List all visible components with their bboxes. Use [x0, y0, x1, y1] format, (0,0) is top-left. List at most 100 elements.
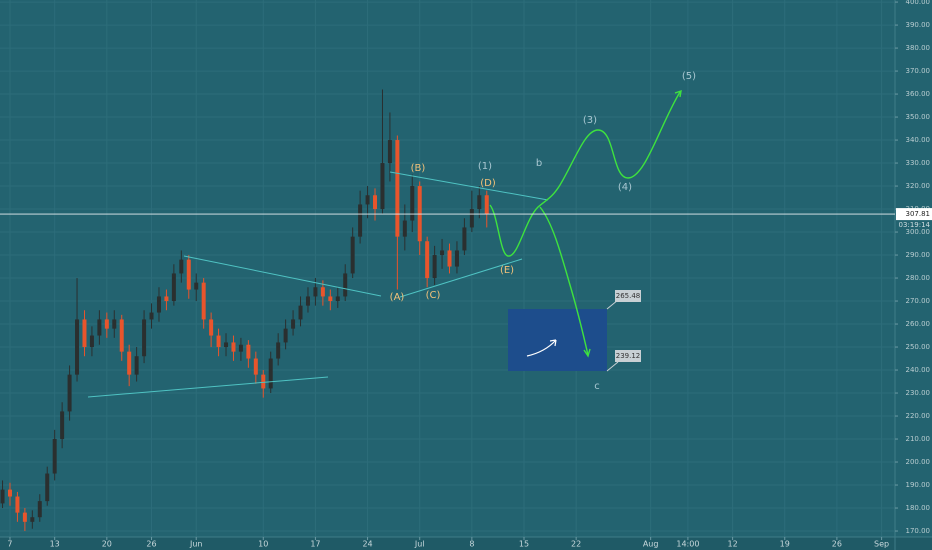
candle-body	[417, 186, 422, 242]
candle-body	[201, 282, 206, 320]
y-tick-label: 300.00	[906, 228, 931, 236]
candle-body	[119, 319, 124, 352]
candle-body	[454, 250, 459, 267]
x-tick-label: Aug	[643, 540, 659, 549]
candle-body	[216, 335, 221, 348]
candle-body	[283, 328, 288, 343]
candle-body	[335, 296, 340, 302]
candle-body	[373, 195, 378, 210]
target-box	[508, 309, 607, 371]
candle-body	[0, 489, 5, 504]
candle-body	[67, 374, 72, 412]
candle-body	[410, 186, 415, 221]
candle-body	[134, 356, 139, 375]
x-tick-label: 7	[7, 540, 12, 549]
y-tick-label: 270.00	[906, 297, 931, 305]
y-tick-label: 170.00	[906, 527, 931, 535]
price-box-label: 239.12	[616, 352, 641, 360]
callout-line	[606, 361, 619, 372]
y-tick-label: 190.00	[906, 481, 931, 489]
projection-down	[539, 206, 589, 356]
candle-body	[246, 344, 251, 359]
y-tick-label: 230.00	[906, 389, 931, 397]
candles	[0, 89, 489, 532]
x-tick-label: Sep	[874, 540, 889, 549]
y-tick-label: 340.00	[906, 136, 931, 144]
x-tick-label: 17	[310, 540, 320, 549]
trend-line	[399, 258, 523, 298]
candle-body	[358, 204, 363, 237]
y-tick-label: 350.00	[906, 113, 931, 121]
trend-line	[183, 255, 382, 297]
candle-body	[395, 140, 400, 237]
candle-body	[261, 374, 266, 389]
grid	[0, 0, 895, 537]
candle-body	[142, 319, 147, 357]
x-tick-label: 19	[780, 540, 790, 549]
price-box-label: 265.48	[616, 292, 641, 300]
wave-label: (4)	[618, 182, 632, 193]
y-tick-label: 260.00	[906, 320, 931, 328]
y-tick-label: 280.00	[906, 274, 931, 282]
y-tick-label: 380.00	[906, 44, 931, 52]
candle-body	[328, 296, 333, 302]
candle-body	[469, 209, 474, 228]
box-arrow-head	[549, 339, 557, 347]
x-tick-label: Jun	[189, 540, 203, 549]
candle-body	[253, 358, 258, 375]
wave-label: c	[594, 381, 600, 392]
y-tick-label: 400.00	[906, 0, 931, 6]
x-tick-label: 10	[258, 540, 268, 549]
last-price-tag	[896, 208, 932, 221]
last-price-label: 307.81	[906, 210, 931, 218]
x-tick-label: 20	[102, 540, 112, 549]
candle-body	[164, 296, 169, 302]
candle-body	[432, 255, 437, 279]
candle-body	[224, 342, 229, 348]
candle-body	[37, 501, 42, 518]
candle-body	[276, 342, 281, 359]
candle-body	[209, 319, 214, 336]
candle-body	[186, 259, 191, 290]
x-tick-label: 15	[519, 540, 529, 549]
projection-arrow	[674, 89, 682, 98]
candle-body	[127, 351, 132, 375]
candle-body	[112, 319, 117, 329]
candle-body	[231, 342, 236, 352]
wave-label: (B)	[411, 163, 426, 174]
y-tick-label: 330.00	[906, 159, 931, 167]
candle-body	[156, 296, 161, 313]
price-box	[615, 350, 641, 362]
projection-arrow	[583, 348, 591, 358]
candle-body	[179, 259, 184, 274]
candle-body	[313, 287, 318, 297]
y-tick-label: 220.00	[906, 412, 931, 420]
candle-body	[82, 319, 87, 348]
candle-body	[52, 439, 57, 474]
candle-body	[104, 319, 109, 329]
countdown-label: 03:19:14	[899, 221, 931, 229]
candle-body	[30, 517, 35, 522]
candle-body	[238, 344, 243, 352]
y-tick-label: 200.00	[906, 458, 931, 466]
candle-body	[320, 287, 325, 297]
x-tick-label: 12	[728, 540, 738, 549]
candle-body	[402, 220, 407, 237]
projection-up	[489, 91, 681, 257]
candle-body	[447, 250, 452, 267]
wave-label: b	[536, 158, 542, 169]
candle-body	[291, 319, 296, 329]
candle-body	[440, 250, 445, 256]
wave-label: (3)	[583, 115, 597, 126]
candle-body	[380, 163, 385, 210]
wave-label: (C)	[426, 290, 441, 301]
y-tick-label: 360.00	[906, 90, 931, 98]
candle-body	[477, 195, 482, 210]
x-axis-strip	[0, 537, 932, 550]
y-tick-label: 180.00	[906, 504, 931, 512]
candle-body	[89, 335, 94, 348]
wave-label: (5)	[682, 71, 696, 82]
box-arrow	[526, 339, 557, 357]
